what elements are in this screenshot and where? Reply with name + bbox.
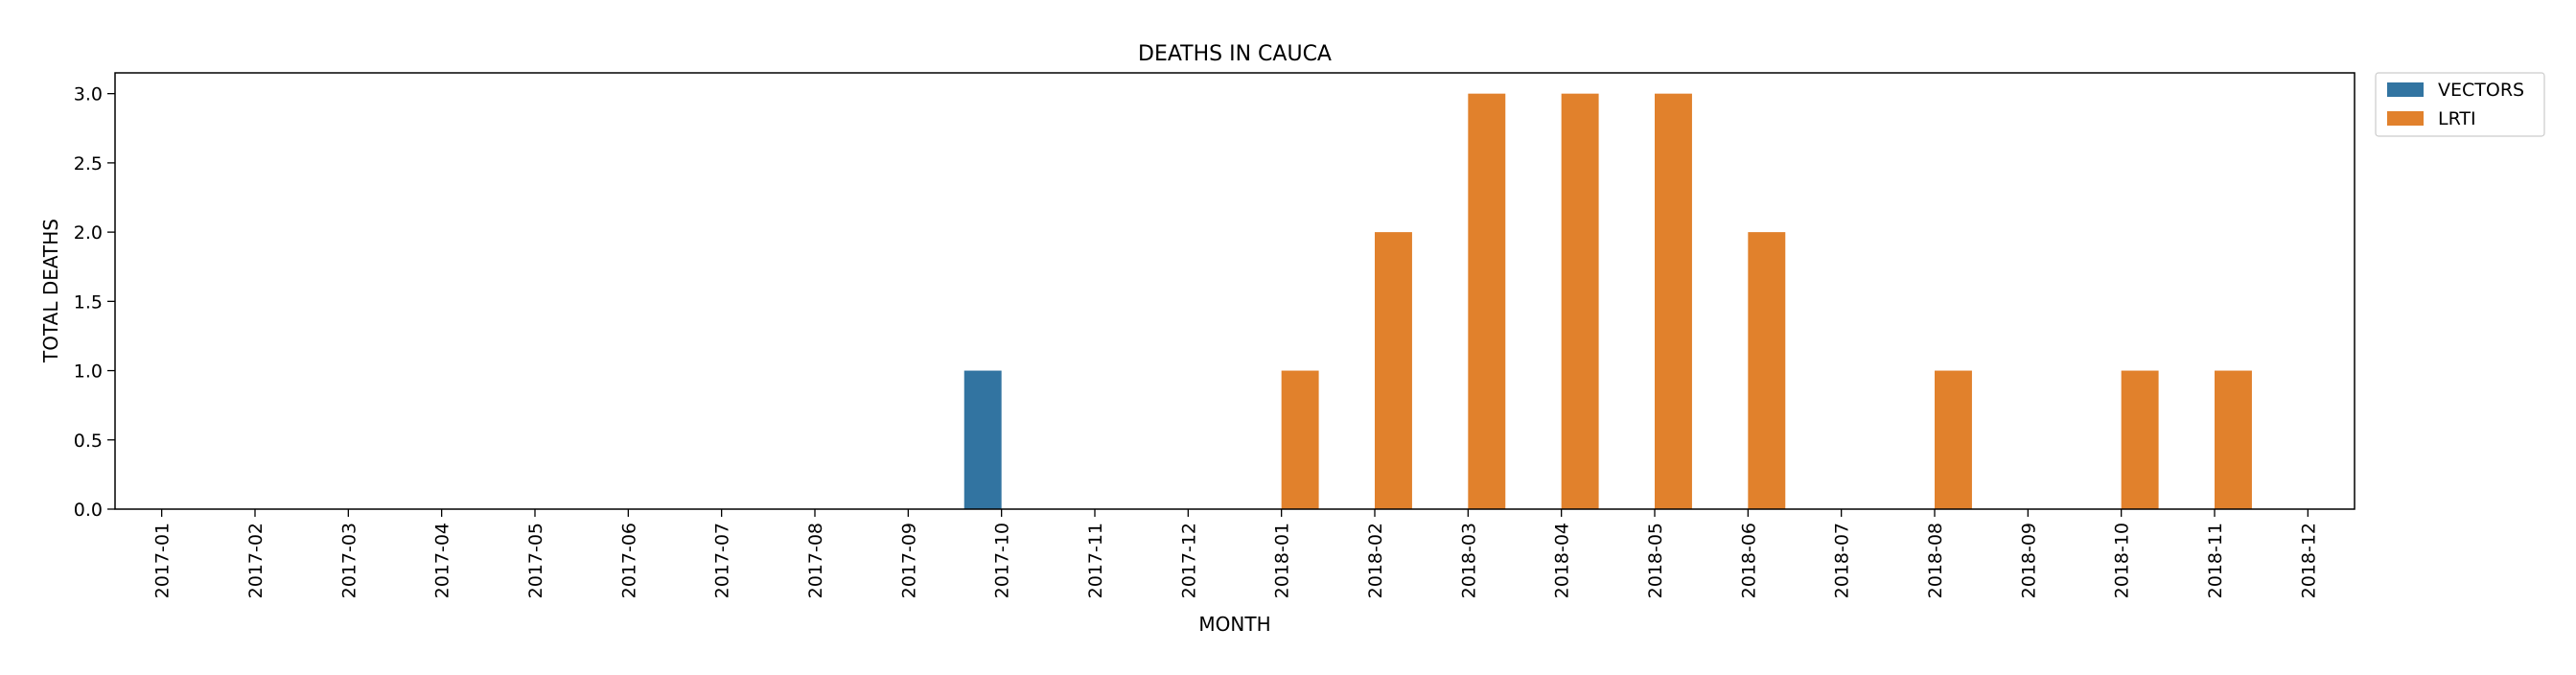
x-tick-label: 2017-06 bbox=[618, 523, 639, 598]
legend-label-vectors: VECTORS bbox=[2438, 80, 2524, 101]
x-tick-label: 2018-11 bbox=[2205, 523, 2226, 598]
bar-vectors-2017-10 bbox=[963, 370, 1002, 509]
x-tick-label: 2018-10 bbox=[2112, 523, 2133, 598]
x-tick-label: 2017-11 bbox=[1085, 523, 1106, 598]
x-tick-label: 2018-02 bbox=[1365, 523, 1386, 598]
plot-frame bbox=[114, 72, 2356, 510]
bar-lrti-2018-06 bbox=[1748, 232, 1786, 509]
x-tick-label: 2017-09 bbox=[898, 523, 919, 598]
legend-swatch-vectors bbox=[2387, 82, 2424, 97]
bar-lrti-2018-02 bbox=[1375, 232, 1412, 509]
x-tick-label: 2017-03 bbox=[338, 523, 360, 598]
y-tick-label: 0.0 bbox=[74, 500, 103, 521]
bar-lrti-2018-03 bbox=[1468, 93, 1506, 510]
x-tick-label: 2018-01 bbox=[1272, 523, 1293, 598]
x-tick-label: 2017-05 bbox=[525, 523, 546, 598]
x-tick-label: 2018-12 bbox=[2298, 523, 2319, 598]
bar-lrti-2018-11 bbox=[2215, 370, 2252, 509]
x-tick-label: 2018-03 bbox=[1458, 523, 1479, 598]
y-tick-label: 0.5 bbox=[74, 431, 103, 452]
x-tick-label: 2017-12 bbox=[1178, 523, 1199, 598]
x-tick-label: 2018-04 bbox=[1552, 523, 1573, 598]
x-axis-label: MONTH bbox=[1198, 613, 1270, 636]
bars-layer bbox=[963, 93, 2252, 510]
x-tick-label: 2017-07 bbox=[712, 523, 733, 598]
y-tick-label: 1.0 bbox=[74, 361, 103, 383]
legend: VECTORS LRTI bbox=[2375, 72, 2545, 137]
y-tick-label: 1.5 bbox=[74, 291, 103, 313]
x-tick-label: 2017-08 bbox=[805, 523, 826, 598]
bar-lrti-2018-05 bbox=[1655, 93, 1692, 510]
x-tick-label: 2018-08 bbox=[1925, 523, 1946, 598]
x-tick-label: 2017-04 bbox=[432, 523, 453, 598]
x-tick-label: 2017-02 bbox=[245, 523, 267, 598]
y-tick-label: 3.0 bbox=[74, 84, 103, 105]
x-tick-label: 2017-01 bbox=[152, 523, 174, 598]
x-axis: 2017-01 2017-02 2017-03 2017-04 2017-05 2017-… bbox=[152, 509, 2319, 598]
chart-title: DEATHS IN CAUCA bbox=[1138, 42, 1332, 66]
y-tick-label: 2.0 bbox=[74, 222, 103, 244]
bar-lrti-2018-10 bbox=[2121, 370, 2159, 509]
y-tick-label: 2.5 bbox=[74, 153, 103, 175]
x-tick-label: 2018-05 bbox=[1645, 523, 1666, 598]
legend-label-lrti: LRTI bbox=[2438, 108, 2476, 129]
x-tick-label: 2018-06 bbox=[1738, 523, 1759, 598]
bar-lrti-2018-08 bbox=[1935, 370, 1972, 509]
y-axis-label: TOTAL DEATHS bbox=[39, 219, 62, 363]
x-tick-label: 2018-07 bbox=[1832, 523, 1853, 598]
legend-swatch-lrti bbox=[2387, 111, 2424, 126]
x-tick-label: 2017-10 bbox=[992, 523, 1013, 598]
bar-lrti-2018-01 bbox=[1281, 370, 1319, 509]
bar-lrti-2018-04 bbox=[1561, 93, 1599, 510]
y-axis: 0.0 0.5 1.0 1.5 2.0 2.5 3.0 bbox=[74, 84, 115, 521]
x-tick-label: 2018-09 bbox=[2018, 523, 2039, 598]
